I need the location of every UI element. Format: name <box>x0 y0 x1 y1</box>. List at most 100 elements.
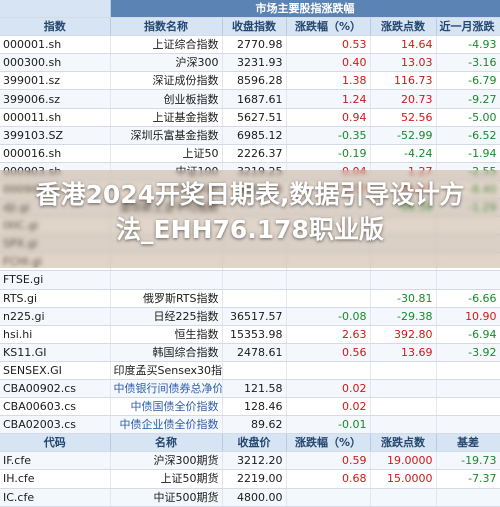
table-cell: 0.94 <box>286 108 371 127</box>
table-cell: 日经225指数 <box>110 307 223 326</box>
table-cell: -5.00 <box>436 108 500 127</box>
table-cell: hsi.hi <box>0 325 111 344</box>
table-row: n225.gi 日经225指数 36517.57 -0.08 -29.38 10.90 <box>0 307 500 326</box>
table-cell: 涨跌幅（%） <box>286 433 371 453</box>
table-row: IH.cfe 上证50期货 2219.00 0.68 15.0000 -7.37 <box>0 469 500 489</box>
table-cell: 0.56 <box>286 343 371 362</box>
banner-row: 市场主要股指涨跌幅 <box>0 0 500 19</box>
table-cell: -4.93 <box>436 35 500 55</box>
table-cell: 收盘价 <box>222 433 287 453</box>
table-cell <box>222 270 287 290</box>
table-cell <box>370 397 437 417</box>
banner-spacer <box>0 0 111 19</box>
table-cell: 2226.37 <box>222 144 287 163</box>
table-cell: -0.01 <box>286 415 371 435</box>
table-cell: 0.02 <box>286 379 371 399</box>
table-cell: -6.52 <box>436 126 500 145</box>
table-row: CBA02003.cs 中债企业债全价指数 89.62 -0.01 <box>0 415 500 435</box>
column-header: 指数 <box>0 17 111 37</box>
table-row: CBA00603.cs 中债国债全价指数 128.46 0.02 <box>0 397 500 417</box>
table-cell <box>370 488 437 507</box>
table-cell: 0.40 <box>286 53 371 73</box>
table-row: KS11.GI 韩国综合指数 2478.61 0.56 13.69 -3.92 <box>0 343 500 362</box>
table-cell: 000300.sh <box>0 53 111 73</box>
column-header: 收盘指数 <box>222 17 287 37</box>
table-cell: 14.64 <box>370 35 437 55</box>
table-cell: -30.81 <box>370 289 437 308</box>
table-row: SENSEX.GI 印度孟买Sensex30指数 <box>0 361 500 380</box>
table-cell: 深证成份指数 <box>110 71 223 91</box>
table-cell: 399006.sz <box>0 89 111 109</box>
table-cell: 深圳乐富基金指数 <box>110 126 223 145</box>
table-cell: -0.35 <box>286 126 371 145</box>
table-cell: FTSE.gi <box>0 270 111 290</box>
table-cell: -0.08 <box>286 307 371 326</box>
table-cell: 基差 <box>436 433 500 453</box>
table-cell: 恒生指数 <box>110 325 223 344</box>
table-cell: 中债国债全价指数 <box>110 397 223 417</box>
table-cell <box>222 361 287 380</box>
table-cell: -1.94 <box>436 144 500 163</box>
table-row: IC.cfe 中证500期货 4800.00 <box>0 488 500 507</box>
table-cell <box>436 270 500 290</box>
table-cell: 121.58 <box>222 379 287 399</box>
table-cell: 6985.12 <box>222 126 287 145</box>
table-cell: 3231.93 <box>222 53 287 73</box>
table-cell <box>436 397 500 417</box>
table-cell: -52.99 <box>370 126 437 145</box>
table-cell <box>370 361 437 380</box>
table-cell <box>286 361 371 380</box>
table-cell: 0.59 <box>286 451 371 471</box>
table-cell: 沪深300期货 <box>110 451 223 471</box>
table-cell <box>370 415 437 435</box>
table-cell: 1.24 <box>286 89 371 109</box>
table-cell <box>286 270 371 290</box>
table-cell: 上证基金指数 <box>110 108 223 127</box>
table-cell <box>286 289 371 308</box>
table-cell: SENSEX.GI <box>0 361 111 380</box>
table-cell <box>436 488 500 507</box>
table-cell: -3.16 <box>436 53 500 73</box>
table-cell: 2770.98 <box>222 35 287 55</box>
table-cell <box>222 289 287 308</box>
table-cell: IH.cfe <box>0 469 111 489</box>
table-cell <box>436 379 500 399</box>
table-banner: 市场主要股指涨跌幅 <box>110 0 500 19</box>
table-cell: -6.66 <box>436 289 500 308</box>
table-cell: 中债银行间债券总净价指数 <box>110 379 223 399</box>
table-cell: 1.38 <box>286 71 371 91</box>
table-row: RTS.gi 俄罗斯RTS指数 -30.81 -6.66 <box>0 289 500 308</box>
table-cell: 0.68 <box>286 469 371 489</box>
table-cell: 19.0000 <box>370 451 437 471</box>
table-cell: 89.62 <box>222 415 287 435</box>
table-row: 399001.sz 深证成份指数 8596.28 1.38 116.73 -6.79 <box>0 71 500 91</box>
table-cell: 名称 <box>110 433 223 453</box>
table-cell: 36517.57 <box>222 307 287 326</box>
table-cell: 399001.sz <box>0 71 111 91</box>
column-header: 指数名称 <box>110 17 223 37</box>
table-cell <box>286 488 371 507</box>
table-cell: 20.73 <box>370 89 437 109</box>
table-row: 000001.sh 上证综合指数 2770.98 0.53 14.64 -4.93 <box>0 35 500 55</box>
column-header: 近一月涨跌（%） <box>436 17 500 37</box>
headline-text: 香港2024开奖日期表,数据引导设计方法_EHH76.178职业版 <box>35 180 465 244</box>
table-cell: CBA00902.cs <box>0 379 111 399</box>
headline-overlay <box>0 170 500 268</box>
table-cell: 15353.98 <box>222 325 287 344</box>
futures-header-row: 代码 名称 收盘价 涨跌幅（%） 涨跌点数 基差 <box>0 433 500 453</box>
table-cell: IC.cfe <box>0 488 111 507</box>
table-cell: CBA02003.cs <box>0 415 111 435</box>
table-cell: 2478.61 <box>222 343 287 362</box>
table-cell: RTS.gi <box>0 289 111 308</box>
table-cell: -9.27 <box>436 89 500 109</box>
table-cell: 2.63 <box>286 325 371 344</box>
table-cell: 3212.20 <box>222 451 287 471</box>
table-cell: -19.73 <box>436 451 500 471</box>
table-row: 399103.SZ 深圳乐富基金指数 6985.12 -0.35 -52.99 -6.52 <box>0 126 500 145</box>
table-cell: 涨跌点数 <box>370 433 437 453</box>
table-cell: 中债企业债全价指数 <box>110 415 223 435</box>
table-cell: 沪深300 <box>110 53 223 73</box>
table-cell: 0.02 <box>286 397 371 417</box>
table-cell: 代码 <box>0 433 111 453</box>
